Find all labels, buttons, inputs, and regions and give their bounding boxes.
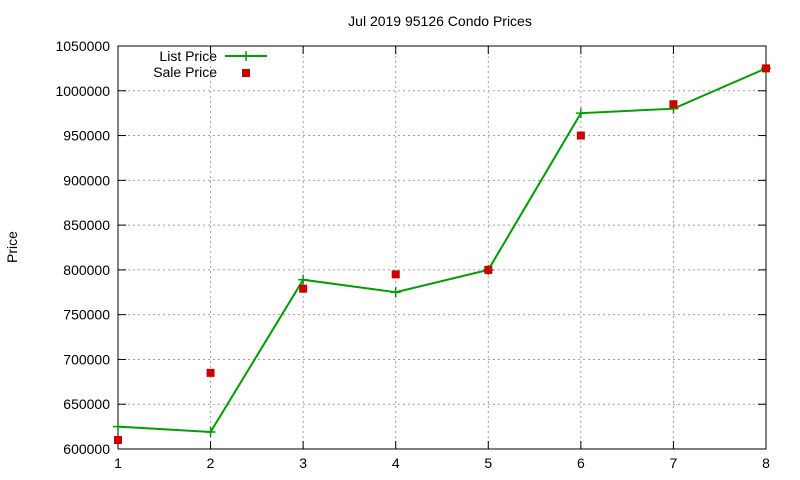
data-point [576, 131, 585, 140]
y-tick-label: 850000 [63, 217, 110, 233]
legend-marker [241, 51, 251, 61]
data-point [390, 287, 401, 298]
series-line [117, 67, 767, 434]
legend-label: List Price [159, 48, 217, 64]
y-axis-label: Price [4, 231, 20, 263]
y-axis: 600000 650000 700000 750000 800000 850000 9000… [55, 38, 766, 457]
y-tick-label: 1050000 [55, 38, 110, 54]
data-point [484, 265, 493, 274]
series [114, 64, 770, 445]
x-tick-label: 6 [577, 455, 585, 471]
y-tick-label: 700000 [63, 351, 110, 367]
x-tick-label: 3 [299, 455, 307, 471]
data-point [762, 64, 770, 73]
data-point [113, 421, 123, 432]
x-tick-label: 7 [670, 455, 678, 471]
y-tick-label: 1000000 [55, 83, 110, 99]
grid [118, 46, 766, 449]
x-tick-label: 2 [207, 455, 215, 471]
plot-frame [117, 45, 767, 450]
y-tick-label: 950000 [63, 128, 110, 144]
data-point [669, 100, 678, 109]
legend-entry: Sale Price [153, 64, 250, 80]
data-point [205, 426, 216, 437]
chart-title: Jul 2019 95126 Condo Prices [348, 13, 532, 29]
data-point [206, 368, 215, 377]
x-tick-label: 1 [114, 455, 122, 471]
legend-label: Sale Price [153, 64, 217, 80]
x-tick-label: 8 [762, 455, 770, 471]
series-layer [113, 63, 771, 445]
y-tick-label: 900000 [63, 172, 110, 188]
data-point [298, 274, 309, 285]
data-point [391, 270, 400, 279]
legend-entry: List Price [159, 48, 267, 64]
x-tick-label: 5 [484, 455, 492, 471]
data-point [575, 108, 586, 119]
data-point [299, 284, 308, 293]
x-axis: 1 2 3 4 5 6 7 8 [114, 46, 770, 471]
y-tick-label: 650000 [63, 396, 110, 412]
plot-border [117, 45, 767, 450]
legend-marker [242, 69, 250, 77]
series [113, 63, 771, 437]
y-tick-label: 600000 [63, 441, 110, 457]
y-tick-label: 750000 [63, 307, 110, 323]
x-tick-label: 4 [392, 455, 400, 471]
y-tick-label: 800000 [63, 262, 110, 278]
data-point [114, 436, 122, 445]
